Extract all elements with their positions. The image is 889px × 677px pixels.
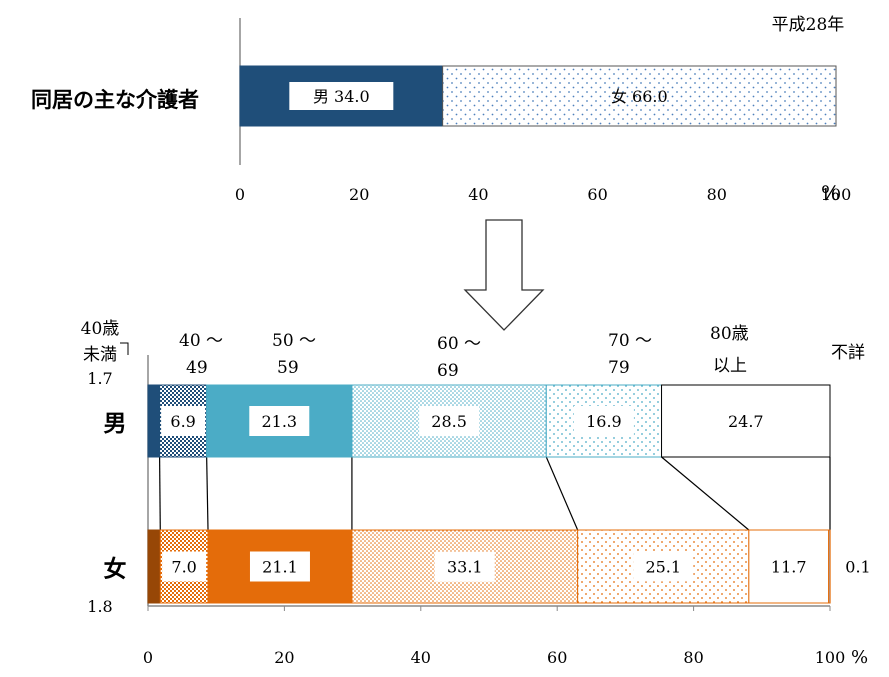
data-label: 男 34.0	[313, 87, 370, 106]
chart-title: 平成28年	[772, 15, 845, 35]
connector-line	[158, 456, 161, 531]
header-80plus-line2: 以上	[713, 356, 747, 376]
data-label-box	[419, 406, 480, 436]
data-label: 33.1	[447, 558, 483, 577]
bottom-unit-label: %	[851, 647, 868, 668]
x-tick-label: 80	[707, 185, 727, 204]
header-60s-line1: 60 ～	[437, 334, 481, 354]
data-label: 女 66.0	[611, 87, 668, 106]
data-label-under40: 1.7	[87, 369, 112, 388]
header-under40-line1: 40歳	[81, 319, 120, 339]
bar-segment	[147, 384, 161, 458]
top-x-ticks: 0 20 40 60 80 100	[235, 185, 851, 204]
x-tick-label: 20	[349, 185, 369, 204]
data-label-box	[289, 82, 394, 110]
data-label: 28.5	[431, 412, 467, 431]
bottom-bars: 6.9 21.3 28.5 16.9 24.7 男 1.7 7.0 21.1 33.1 25.1 11…	[87, 369, 870, 616]
x-tick-label: 20	[274, 648, 294, 667]
row-label-m: 男	[104, 411, 127, 437]
header-70s-line2: 79	[608, 358, 630, 378]
data-label: 25.1	[645, 558, 681, 577]
header-40s-line1: 40 ～	[179, 331, 223, 351]
connector-line	[206, 456, 209, 531]
x-tick-label: 100	[815, 648, 846, 667]
header-50s-line1: 50 ～	[272, 331, 316, 351]
x-tick-label: 80	[683, 648, 703, 667]
data-label-box	[758, 551, 819, 582]
connector-line	[661, 456, 750, 531]
x-tick-label: 0	[235, 185, 245, 204]
header-unknown: 不詳	[831, 343, 865, 363]
data-label-box	[573, 406, 634, 436]
data-label: 11.7	[771, 558, 807, 577]
connector-line	[545, 456, 579, 531]
data-label-box	[162, 551, 207, 582]
data-label-box	[633, 551, 694, 582]
data-label-unknown: 0.1	[845, 558, 870, 577]
top-bars: 男 34.0 女 66.0	[239, 65, 837, 127]
x-tick-label: 40	[468, 185, 488, 204]
data-label-under40: 1.8	[87, 597, 112, 616]
x-tick-label: 60	[587, 185, 607, 204]
bar-segment	[828, 529, 831, 604]
header-50s-line2: 59	[277, 358, 299, 378]
down-arrow-icon	[463, 219, 545, 331]
x-tick-label: 0	[143, 648, 153, 667]
bar-segment	[147, 529, 161, 604]
bar-segment-female	[442, 65, 837, 127]
data-label: 24.7	[728, 412, 764, 431]
bottom-x-ticks: 0 20 40 60 80 100	[143, 606, 845, 667]
header-80plus-line1: 80歳	[710, 324, 749, 344]
data-label-box	[161, 406, 206, 436]
header-70s-line1: 70 ～	[608, 331, 652, 351]
header-under40-line2: 未満	[83, 345, 117, 365]
header-60s-line2: 69	[437, 361, 459, 381]
data-label: 21.1	[262, 558, 298, 577]
header-under40-leader	[120, 342, 129, 355]
segment-connectors	[158, 456, 831, 531]
header-40s-line2: 49	[186, 358, 208, 378]
age-group-headers: 40歳 未満 40 ～ 49 50 ～ 59 60 ～ 69 70 ～ 79 8…	[81, 319, 865, 381]
x-tick-label: 100	[821, 185, 852, 204]
data-label-box	[249, 551, 310, 582]
data-label: 6.9	[170, 412, 195, 431]
data-label-box	[715, 406, 776, 436]
x-tick-label: 60	[547, 648, 567, 667]
data-label-box	[249, 406, 310, 436]
row-label-caregiver: 同居の主な介護者	[31, 88, 199, 112]
x-tick-label: 40	[411, 648, 431, 667]
data-label-box	[434, 551, 495, 582]
data-label: 21.3	[261, 412, 297, 431]
top-unit-label: %	[821, 181, 840, 205]
data-label: 7.0	[171, 558, 196, 577]
data-label: 16.9	[586, 412, 622, 431]
row-label-f: 女	[104, 556, 127, 583]
